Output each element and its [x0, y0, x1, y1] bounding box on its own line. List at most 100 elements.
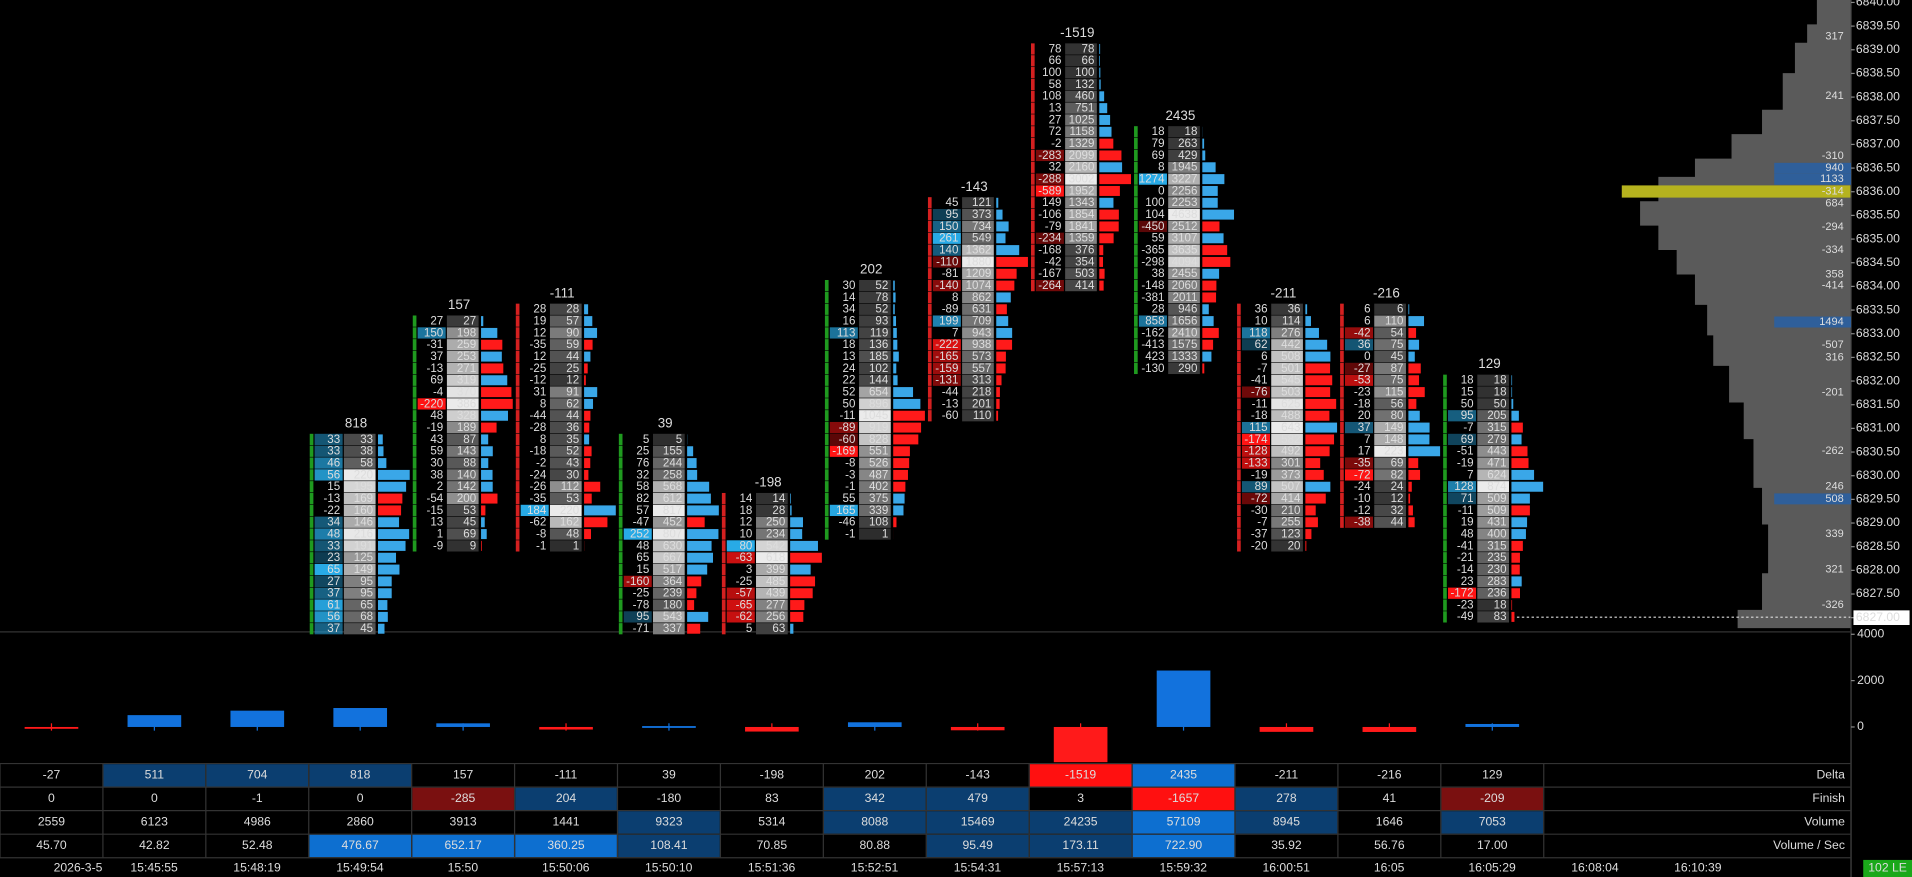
delta-value: -89	[839, 422, 856, 434]
side-stripe	[1340, 362, 1344, 375]
price-label: 6837.50	[1856, 113, 1900, 127]
delta-value: 100	[1145, 197, 1164, 209]
volume-cell	[446, 540, 479, 552]
time-label: 15:45:55	[130, 861, 178, 875]
side-stripe	[618, 504, 623, 517]
table-value: 2435	[1170, 768, 1197, 782]
table-value: 8088	[861, 815, 888, 829]
price-label: 6835.50	[1856, 208, 1900, 222]
volume-histogram	[1305, 304, 1308, 315]
delta-value: -25	[633, 588, 650, 600]
side-stripe	[1030, 244, 1035, 256]
delta-value: -71	[633, 623, 650, 635]
delta-value: 34	[327, 517, 340, 529]
delta-cell	[623, 528, 652, 540]
volume-cell	[859, 386, 891, 398]
volume-histogram	[893, 387, 914, 398]
delta-value: 17	[1358, 446, 1371, 458]
side-stripe	[412, 374, 417, 386]
volume-value: 1333	[1172, 351, 1198, 363]
volume-cell	[1271, 457, 1303, 469]
side-stripe	[515, 504, 520, 517]
side-stripe	[1237, 421, 1241, 434]
side-stripe	[721, 599, 726, 611]
side-stripe	[1030, 209, 1035, 221]
delta-value: 69	[1152, 150, 1165, 162]
delta-value: -13	[323, 493, 340, 505]
side-stripe	[1340, 457, 1344, 469]
delta-value: 55	[843, 493, 856, 505]
volume-cell	[1271, 362, 1303, 375]
bar-header: -1519	[1060, 25, 1094, 40]
volume-histogram	[790, 493, 791, 504]
delta-value: 15	[1461, 386, 1474, 398]
volume-cell	[652, 492, 685, 505]
delta-value: 56	[327, 469, 340, 481]
delta-value: -35	[530, 493, 547, 505]
volume-value: 443	[1487, 446, 1506, 458]
delta-value: 50	[1461, 398, 1474, 410]
time-label: 15:48:19	[233, 861, 281, 875]
volume-histogram	[1408, 493, 1411, 504]
price-label: 6830.50	[1856, 444, 1900, 458]
delta-value: -60	[839, 434, 856, 446]
volume-histogram	[378, 564, 400, 575]
table-value: -180	[657, 791, 682, 805]
volume-cell	[1477, 374, 1509, 386]
table-value: 4986	[244, 815, 271, 829]
volume-histogram	[790, 564, 811, 575]
side-stripe	[927, 232, 932, 244]
table-cell	[1132, 764, 1235, 787]
delta-value: 108	[1042, 91, 1061, 103]
volume-histogram	[1408, 410, 1420, 421]
volume-cell	[1271, 445, 1303, 457]
volume-cell	[549, 528, 582, 540]
table-row-label: Volume / Sec	[1773, 838, 1845, 852]
delta-value: -168	[1038, 244, 1061, 256]
side-stripe	[515, 492, 520, 505]
table-value: 80.88	[860, 838, 891, 852]
delta-value: -28	[530, 422, 547, 434]
volume-histogram	[378, 505, 402, 516]
volume-histogram	[687, 446, 694, 457]
volume-cell	[549, 469, 582, 481]
volume-cell	[1374, 421, 1406, 434]
side-stripe	[1134, 232, 1138, 244]
side-stripe	[1443, 540, 1447, 552]
volume-histogram	[1202, 256, 1231, 267]
volume-histogram	[1099, 245, 1104, 256]
delta-value: 30	[430, 457, 443, 469]
side-stripe	[1237, 433, 1241, 446]
volume-cell	[1168, 244, 1200, 256]
volume-cell	[1271, 469, 1303, 481]
volume-value: 169	[354, 493, 373, 505]
delta-cell	[1241, 433, 1270, 446]
side-stripe	[1237, 362, 1241, 375]
volume-value: 259	[457, 339, 476, 351]
side-stripe	[1134, 315, 1138, 327]
delta-value: -3	[845, 469, 855, 481]
volume-histogram	[996, 375, 1002, 386]
delta-cell	[1241, 421, 1270, 434]
volume-cell	[1168, 126, 1200, 138]
price-label: 6832.00	[1856, 373, 1900, 387]
volume-histogram	[1305, 375, 1333, 386]
time-label: 2026-3-5	[54, 861, 103, 875]
volume-histogram	[1511, 552, 1520, 563]
volume-cell	[343, 492, 376, 505]
delta-value: -47	[633, 517, 650, 529]
table-value: 108.41	[650, 838, 687, 852]
delta-value: -2	[536, 457, 546, 469]
volume-value: 25	[566, 363, 579, 375]
volume-value: 87	[463, 434, 476, 446]
table-value: 204	[556, 791, 577, 805]
delta-value: -11	[1252, 398, 1268, 410]
volume-value: 429	[1178, 150, 1197, 162]
volume-value: 108	[869, 517, 888, 529]
volume-histogram	[584, 351, 591, 362]
delta-value: -24	[1354, 481, 1371, 493]
volume-value: 102	[869, 363, 888, 375]
side-stripe	[721, 575, 726, 588]
volume-histogram	[893, 363, 897, 374]
